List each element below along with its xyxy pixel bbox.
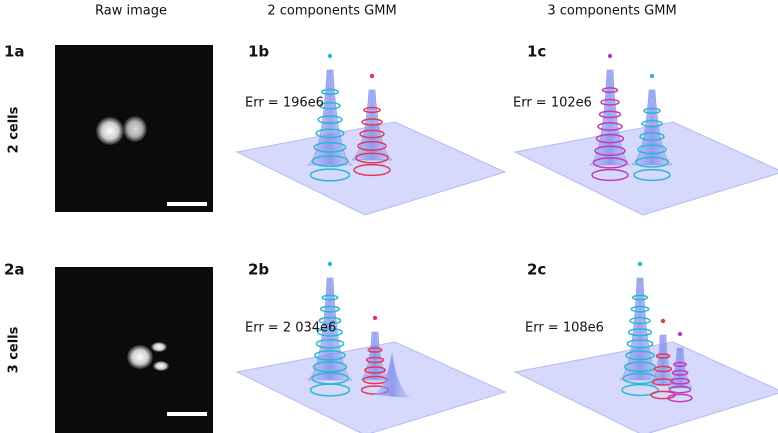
gaussian-contour: [315, 338, 345, 349]
panel-tag: 2c: [527, 261, 546, 279]
gaussian-contour: [311, 155, 349, 168]
gaussian-contour: [601, 87, 619, 94]
gaussian-contour: [592, 157, 628, 169]
gaussian-contour: [367, 347, 383, 353]
gaussian-contour: [591, 168, 629, 182]
error-label: Err = 102e6: [513, 96, 592, 111]
error-label: Err = 2 034e6: [245, 321, 336, 336]
panel-tag: 2a: [4, 261, 25, 279]
gaussian-contour: [630, 305, 650, 313]
gaussian-contour: [363, 106, 381, 114]
gaussian-contour: [673, 361, 687, 368]
panel-tag: 1c: [527, 43, 546, 61]
gaussian-contour: [623, 361, 657, 373]
peak: [372, 352, 412, 398]
gaussian-contour: [633, 168, 671, 182]
gaussian-contour: [311, 372, 349, 385]
column-header: Raw image: [95, 4, 167, 19]
gaussian-contour: [313, 141, 347, 153]
gaussian-contour: [321, 88, 339, 96]
column-header: 3 components GMM: [547, 4, 676, 19]
gaussian-contour: [361, 118, 383, 126]
surface-plane: [513, 121, 778, 216]
gaussian-contour: [365, 356, 385, 364]
gaussian-contour: [315, 128, 345, 139]
gaussian-contour: [318, 316, 342, 325]
gaussian-contour: [600, 98, 620, 106]
gaussian-contour: [655, 353, 671, 359]
gaussian-contour: [353, 163, 391, 177]
gaussian-contour: [671, 369, 689, 376]
gaussian-center: [660, 318, 666, 324]
gaussian-center: [677, 331, 683, 337]
raw-image: [55, 267, 213, 433]
gaussian-contour: [312, 361, 348, 373]
gaussian-contour: [625, 350, 655, 361]
gaussian-contour: [595, 133, 625, 144]
gaussian-center: [369, 73, 375, 79]
gaussian-contour: [631, 294, 649, 301]
gaussian-contour: [359, 129, 385, 139]
raw-image: [55, 45, 213, 212]
panel-tag: 1a: [4, 43, 25, 61]
gaussian-contour: [621, 383, 659, 397]
gaussian-contour: [355, 152, 389, 164]
gaussian-contour: [635, 156, 669, 168]
gaussian-contour: [637, 144, 667, 155]
gaussian-contour: [629, 316, 651, 325]
gaussian-contour: [309, 168, 351, 182]
gaussian-center: [327, 261, 333, 267]
gaussian-contour: [597, 122, 623, 131]
column-header: 2 components GMM: [267, 4, 396, 19]
gaussian-contour: [643, 107, 661, 114]
gaussian-contour: [319, 101, 341, 110]
gaussian-center: [649, 73, 655, 79]
gaussian-contour: [357, 141, 387, 151]
error-label: Err = 196e6: [245, 96, 324, 111]
panel-tag: 2b: [248, 261, 269, 279]
gaussian-contour: [317, 115, 343, 124]
gaussian-contour: [317, 327, 343, 337]
gaussian-contour: [670, 377, 690, 385]
gaussian-contour: [641, 119, 663, 128]
gaussian-contour: [627, 328, 653, 337]
gaussian-center: [372, 315, 378, 321]
gaussian-contour: [364, 366, 386, 374]
gaussian-contour: [320, 305, 340, 313]
row-label: 3 cells: [7, 326, 22, 373]
gaussian-contour: [598, 110, 622, 119]
gaussian-center: [327, 53, 333, 59]
gaussian-contour: [594, 145, 626, 156]
gaussian-center: [637, 261, 643, 267]
gaussian-contour: [668, 385, 692, 394]
gaussian-contour: [653, 365, 673, 373]
panel-tag: 1b: [248, 43, 269, 61]
gaussian-center: [607, 53, 613, 59]
gaussian-contour: [626, 339, 654, 349]
gaussian-contour: [639, 132, 665, 141]
gaussian-contour: [667, 393, 693, 403]
row-label: 2 cells: [7, 106, 22, 153]
error-label: Err = 108e6: [525, 321, 604, 336]
gaussian-contour: [314, 350, 346, 361]
surface-plane: [513, 341, 778, 433]
gaussian-contour: [321, 294, 339, 301]
